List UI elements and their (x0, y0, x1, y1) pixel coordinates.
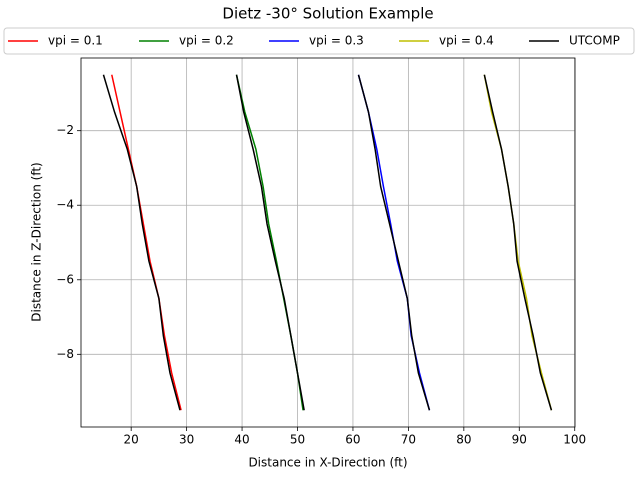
series-line (483, 74, 553, 411)
legend-frame (3, 27, 635, 55)
x-tick-label: 40 (234, 433, 249, 447)
x-tick-label: 30 (179, 433, 194, 447)
legend-label: vpi = 0.4 (439, 34, 494, 48)
plot-frame (80, 57, 576, 428)
x-tick-label: 100 (563, 433, 586, 447)
x-tick-label: 20 (124, 433, 139, 447)
legend-label: vpi = 0.2 (179, 34, 234, 48)
x-axis-label: Distance in X-Direction (ft) (248, 456, 407, 470)
y-tick-label: −6 (56, 272, 74, 286)
x-tick-label: 90 (512, 433, 527, 447)
series-line (102, 74, 553, 411)
legend-label: vpi = 0.1 (48, 34, 103, 48)
y-tick-label: −2 (56, 123, 74, 137)
legend-label: UTCOMP (569, 34, 620, 48)
series-line (111, 74, 182, 411)
y-axis-label: Distance in Z-Direction (ft) (30, 162, 44, 322)
y-tick-label: −8 (56, 347, 74, 361)
legend-label: vpi = 0.3 (309, 34, 364, 48)
x-tick-label: 80 (456, 433, 471, 447)
x-tick-label: 60 (345, 433, 360, 447)
y-tick-label: −4 (56, 198, 74, 212)
x-tick-label: 50 (290, 433, 305, 447)
x-tick-label: 70 (401, 433, 416, 447)
chart-title: Dietz -30° Solution Example (222, 5, 433, 23)
